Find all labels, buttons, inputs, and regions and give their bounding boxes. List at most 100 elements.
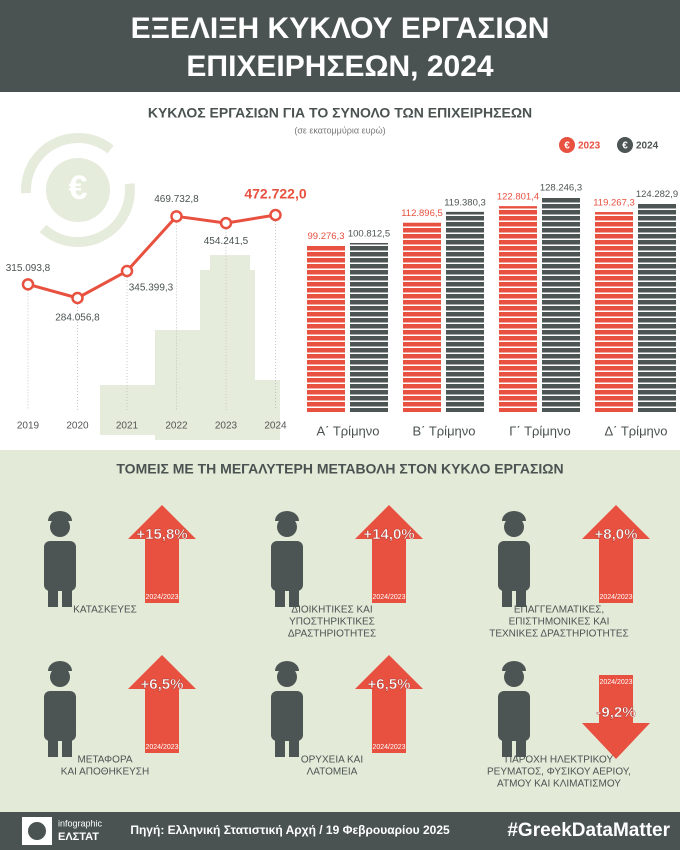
icon [275, 739, 285, 757]
point [21, 278, 35, 291]
icon [277, 667, 297, 687]
decoration [21, 133, 280, 440]
x-tick-label: 2023 [215, 421, 238, 432]
icon [275, 661, 299, 671]
period-label: 2024/2023 [145, 594, 178, 601]
point [71, 291, 84, 305]
sector-label: ΕΠΑΓΓΕΛΜΑΤΙΚΕΣ, [514, 605, 604, 616]
change-arrow [128, 655, 196, 753]
value-label: 122.801,4 [497, 192, 539, 203]
x-tick-label: 2024 [264, 421, 287, 432]
sector-label: ΥΠΟΣΤΗΡΙΚΤΙΚΕΣ [289, 617, 375, 628]
icon [289, 739, 299, 757]
icon [48, 589, 58, 607]
icon [48, 511, 72, 521]
logo-text: ΕΛΣΤΑΤ [58, 831, 99, 843]
sector-label: ΕΠΙΣΤΗΜΟΝΙΚΕΣ ΚΑΙ [509, 617, 610, 628]
sector-label: ΜΕΤΑΦΟΡΑ [77, 755, 132, 766]
legend-symbol: € [622, 141, 628, 152]
bar [638, 203, 676, 412]
point [219, 216, 233, 230]
legend-label: 2023 [578, 141, 601, 152]
value-label: 284.056,8 [55, 313, 100, 324]
value-label: 112.896,5 [401, 208, 443, 219]
value-label: 119.380,3 [444, 197, 486, 208]
value-label: 124.282,9 [636, 189, 678, 200]
change-arrow [582, 675, 650, 759]
icon [502, 739, 512, 757]
logo-text: infographic [58, 818, 103, 828]
change-label: +6,5% [141, 676, 184, 693]
icon [44, 691, 76, 741]
value-label: 315.093,8 [6, 263, 51, 274]
x-tick-label: 2021 [116, 421, 139, 432]
value-label: 99.276,3 [308, 231, 345, 242]
change-arrow [355, 655, 423, 753]
line [27, 213, 276, 300]
bar [403, 222, 441, 412]
sector-label: ΚΑΙ ΑΠΟΘΗΚΕΥΣΗ [61, 767, 149, 778]
icon [516, 739, 526, 757]
change-label: +15,8% [136, 526, 187, 543]
header-title: ΕΠΙΧΕΙΡΗΣΕΩΝ, 2024 [186, 50, 493, 83]
period-label: 2024/2023 [372, 744, 405, 751]
point [170, 210, 183, 223]
sector-label: ΤΕΧΝΙΚΕΣ ΔΡΑΣΤΗΡΙΟΤΗΤΕΣ [489, 629, 629, 640]
bar [307, 245, 345, 412]
footer-band [0, 812, 680, 850]
icon [277, 517, 297, 537]
icon [275, 511, 299, 521]
legend-swatch [617, 137, 633, 153]
header-title: ΕΞΕΛΙΞΗ ΚΥΚΛΟΥ ΕΡΓΑΣΙΩΝ [131, 12, 550, 45]
overview-title: ΚΥΚΛΟΣ ΕΡΓΑΣΙΩΝ ΓΙΑ ΤΟ ΣΥΝΟΛΟ ΤΩΝ ΕΠΙΧΕΙ… [148, 105, 532, 121]
icon [50, 517, 70, 537]
change-label: +8,0% [595, 526, 638, 543]
icon [271, 691, 303, 741]
sector-label: ΚΑΤΑΣΚΕΥΕΣ [73, 605, 137, 616]
bar [499, 206, 537, 412]
x-tick-label: 2019 [17, 421, 40, 432]
icon [498, 691, 530, 741]
icon [62, 589, 72, 607]
icon [44, 541, 76, 591]
icon [48, 739, 58, 757]
icon [502, 661, 526, 671]
sector-label: ΔΡΑΣΤΗΡΙΟΤΗΤΕΣ [288, 629, 376, 640]
icon [502, 589, 512, 607]
change-arrow [128, 505, 196, 603]
bar [446, 211, 484, 412]
period-label: 2024/2023 [599, 679, 632, 686]
icon [275, 589, 285, 607]
logo-mark [28, 822, 46, 840]
category-label: Γ΄ Τρίμηνο [509, 423, 571, 438]
value-label: 119.267,3 [593, 198, 635, 209]
value-label: 472.722,0 [244, 186, 306, 202]
overview-subtitle: (σε εκατομμύρια ευρώ) [294, 125, 385, 135]
x-tick-label: 2022 [165, 421, 188, 432]
icon [502, 511, 526, 521]
icon [289, 589, 299, 607]
legend-label: 2024 [636, 141, 659, 152]
legend-swatch [559, 137, 575, 153]
period-label: 2024/2023 [145, 744, 178, 751]
category-label: Α΄ Τρίμηνο [316, 423, 379, 438]
sector-label: ΛΑΤΟΜΕΙΑ [307, 767, 358, 778]
icon [498, 541, 530, 591]
period-label: 2024/2023 [599, 594, 632, 601]
sectors-band [0, 450, 680, 812]
icon [504, 517, 524, 537]
sectors-title: ΤΟΜΕΙΣ ΜΕ ΤΗ ΜΕΓΑΛΥΤΕΡΗ ΜΕΤΑΒΟΛΗ ΣΤΟΝ ΚΥ… [116, 461, 563, 477]
change-label: +14,0% [363, 526, 414, 543]
x-tick-label: 2020 [66, 421, 89, 432]
sector-label: ΟΡΥΧΕΙΑ ΚΑΙ [301, 755, 363, 766]
period-label: 2024/2023 [372, 594, 405, 601]
value-label: 454.241,5 [204, 236, 249, 247]
header-band [0, 0, 680, 92]
change-label: -9,2% [596, 704, 635, 721]
sector-label: ΑΤΜΟΥ ΚΑΙ ΚΛΙΜΑΤΙΣΜΟΥ [497, 779, 621, 790]
source: Πηγή: Ελληνική Στατιστική Αρχή / 19 Φεβρ… [130, 823, 450, 837]
value-label: 128.246,3 [540, 183, 582, 194]
sector-label: ΔΙΟΙΚΗΤΙΚΕΣ ΚΑΙ [291, 605, 372, 616]
